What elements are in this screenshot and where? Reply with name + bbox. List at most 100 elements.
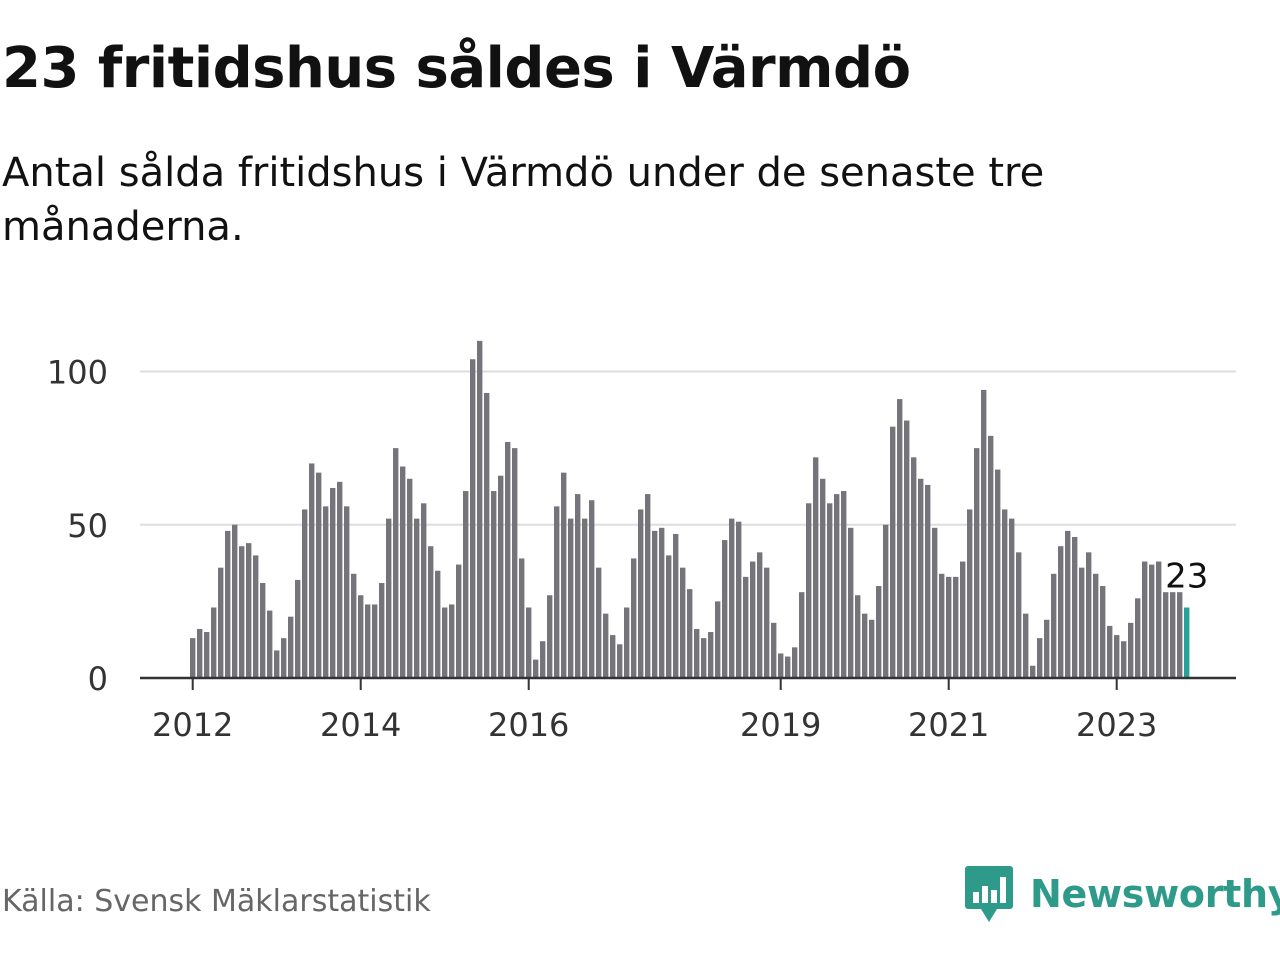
- bar: [288, 616, 294, 678]
- bar: [890, 426, 896, 678]
- bar: [666, 555, 672, 678]
- bar: [841, 491, 847, 678]
- bar: [967, 509, 973, 678]
- bar: [680, 567, 686, 678]
- bar: [428, 546, 434, 678]
- bar: [505, 441, 511, 678]
- bar: [575, 494, 581, 678]
- bar: [778, 653, 784, 678]
- bar: [323, 506, 329, 678]
- bar: [400, 466, 406, 678]
- bar: [456, 564, 462, 678]
- x-tick-label: 2012: [152, 706, 233, 744]
- bar: [414, 518, 420, 678]
- bar: [1177, 592, 1183, 678]
- bar-chart: 0 50 100 2012 2014 2016 2019 2021 2023 23: [47, 340, 1236, 744]
- x-tick-label: 2021: [908, 706, 989, 744]
- bar: [225, 530, 231, 678]
- bar: [442, 607, 448, 678]
- bar: [701, 638, 707, 678]
- bar: [806, 503, 812, 678]
- bar: [211, 607, 217, 678]
- bar-latest: [1184, 607, 1190, 678]
- x-tick-label: 2019: [740, 706, 821, 744]
- bar: [344, 506, 350, 678]
- bar: [743, 576, 749, 678]
- bar: [897, 399, 903, 678]
- bar: [554, 506, 560, 678]
- bar: [1170, 592, 1176, 678]
- bar: [246, 543, 252, 678]
- bar: [1135, 598, 1141, 678]
- bar: [855, 595, 861, 678]
- bar: [813, 457, 819, 678]
- bar: [876, 586, 882, 678]
- bar: [736, 521, 742, 678]
- bar: [1107, 625, 1113, 678]
- bar: [869, 619, 875, 678]
- bar: [435, 570, 441, 678]
- bar: [631, 558, 637, 678]
- bar: [295, 579, 301, 678]
- bar: [449, 604, 455, 678]
- bar: [365, 604, 371, 678]
- bar: [190, 638, 196, 678]
- bar: [421, 503, 427, 678]
- bar: [694, 628, 700, 678]
- bar: [498, 475, 504, 678]
- bar: [316, 472, 322, 678]
- bar: [519, 558, 525, 678]
- bar: [1086, 552, 1092, 678]
- bar: [204, 632, 210, 678]
- bar: [946, 576, 952, 678]
- bar: [904, 420, 910, 678]
- y-tick-label: 0: [88, 660, 108, 698]
- bar: [1156, 561, 1162, 678]
- bar: [484, 392, 490, 678]
- bar: [1149, 564, 1155, 678]
- newsworthy-logo-icon: [965, 866, 1013, 922]
- bar: [260, 582, 266, 678]
- bar: [358, 595, 364, 678]
- bar: [1079, 567, 1085, 678]
- bar: [918, 478, 924, 678]
- bar: [386, 518, 392, 678]
- bar: [925, 484, 931, 678]
- bar: [547, 595, 553, 678]
- bar: [939, 573, 945, 678]
- bar: [596, 567, 602, 678]
- bar: [540, 641, 546, 678]
- bar: [568, 518, 574, 678]
- bar: [582, 518, 588, 678]
- bar: [722, 540, 728, 678]
- bar: [1065, 530, 1071, 678]
- bar: [239, 546, 245, 678]
- x-tick-label: 2014: [320, 706, 401, 744]
- bar: [463, 491, 469, 678]
- bar: [1072, 537, 1078, 678]
- bar: [1100, 586, 1106, 678]
- bar: [799, 592, 805, 678]
- bar: [610, 635, 616, 678]
- bar: [1121, 641, 1127, 678]
- bar: [337, 481, 343, 678]
- bar: [932, 527, 938, 678]
- bar: [624, 607, 630, 678]
- source-note: Källa: Svensk Mäklarstatistik: [2, 884, 431, 919]
- bar: [638, 509, 644, 678]
- bar: [981, 389, 987, 678]
- x-tick-label: 2023: [1076, 706, 1157, 744]
- bar: [1163, 592, 1169, 678]
- bar: [1023, 613, 1029, 678]
- chart-title: 23 fritidshus såldes i Värmdö: [2, 36, 911, 101]
- bar: [274, 650, 280, 678]
- bar: [834, 494, 840, 678]
- bar: [1093, 573, 1099, 678]
- bar: [1030, 665, 1036, 678]
- bar: [708, 632, 714, 678]
- bar: [1142, 561, 1148, 678]
- bar: [281, 638, 287, 678]
- bar: [974, 448, 980, 678]
- bar: [911, 457, 917, 678]
- bar: [1051, 573, 1057, 678]
